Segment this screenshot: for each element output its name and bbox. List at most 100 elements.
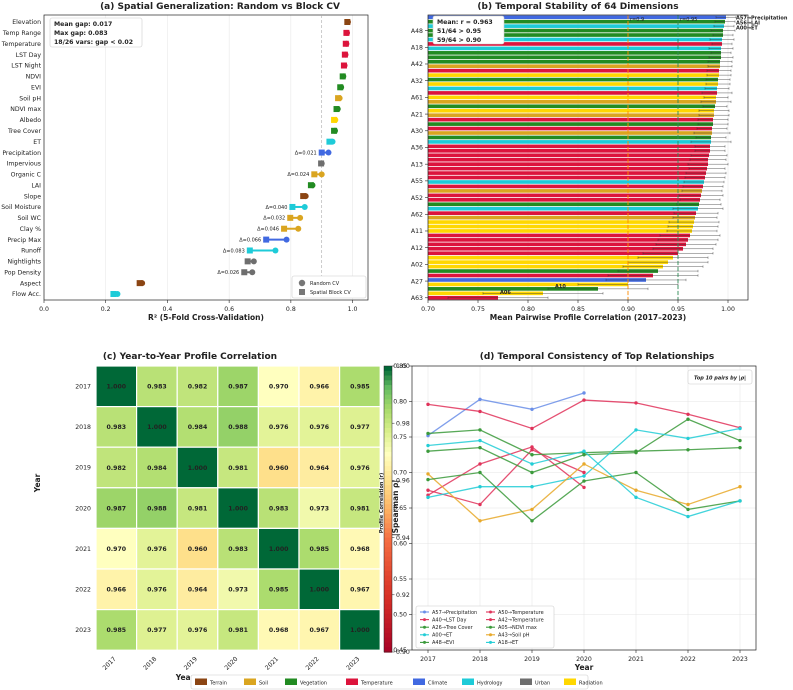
panel-c-cell-value: 0.960 <box>188 546 208 553</box>
panel-b-bar <box>428 246 683 251</box>
panel-d-series-point <box>582 449 586 453</box>
panel-b-bar <box>428 264 663 269</box>
panel-c-cell <box>136 608 178 651</box>
panel-c-cell <box>339 446 381 489</box>
panel-a-block-point <box>136 280 143 287</box>
panel-a-stat-3: 18/26 vars: gap < 0.02 <box>54 39 133 46</box>
panel-b-bar <box>428 15 726 20</box>
panel-c-ytick-label: 2023 <box>75 627 91 634</box>
panel-c-cell-value: 0.973 <box>310 505 330 512</box>
panel-a-block-point <box>342 40 349 47</box>
panel-d-legend-label: A00→ET <box>432 633 453 639</box>
panel-a-xtick-label: 1.0 <box>348 306 358 313</box>
panel-b-bar <box>428 51 721 55</box>
colorbar-segment <box>384 399 392 405</box>
colorbar-segment <box>384 451 392 458</box>
colorbar-segment <box>384 599 392 605</box>
panel-c-cell-value: 0.967 <box>310 627 330 634</box>
panel-a-block-point <box>331 127 338 134</box>
panel-d-series-point <box>686 412 690 416</box>
panel-b-bar <box>428 122 713 126</box>
panel-b-annotation-2: A56→LAI <box>736 21 760 27</box>
legend-block-label: Spatial Block CV <box>310 290 351 296</box>
colorbar-segment <box>384 418 392 424</box>
panel-b-ytick-label: A32 <box>411 78 423 85</box>
panel-a-block-point <box>241 269 248 276</box>
legend-random-label: Random CV <box>310 281 340 287</box>
panel-a-row-label: Clay % <box>20 226 41 233</box>
panel-d-series-point <box>478 438 482 443</box>
panel-b-bar <box>428 28 723 33</box>
panel-c-cell-value: 0.985 <box>350 384 370 391</box>
panel-a-block-point <box>339 73 346 80</box>
panel-a-row-label: LAI <box>31 182 41 189</box>
panel-a-row-label: Aspect <box>20 280 42 287</box>
colorbar-segment <box>384 447 392 453</box>
panel-a-random-point <box>301 203 308 210</box>
panel-c-cell-value: 0.985 <box>107 627 127 634</box>
panel-d-series-point <box>582 485 586 490</box>
colorbar-segment <box>384 542 392 548</box>
category-legend-swatch <box>285 678 297 685</box>
panel-c-cell-value: 0.987 <box>107 505 127 512</box>
panel-d-note: Top 10 pairs by |ρ| <box>694 376 746 382</box>
colorbar-segment <box>384 389 392 396</box>
panel-a-row-label: EVI <box>31 84 41 91</box>
panel-c-cell <box>298 527 341 570</box>
colorbar-segment <box>384 485 392 491</box>
panel-d-legend-label: A42→Temperature <box>498 617 544 623</box>
panel-a-row-label: Organic C <box>11 172 41 179</box>
panel-c-cell <box>176 608 219 651</box>
panel-a-row-label: LST Day <box>16 52 42 59</box>
panel-a-block-point <box>326 138 333 145</box>
panel-c-cell-value: 1.000 <box>350 627 370 634</box>
colorbar-segment <box>384 385 392 391</box>
panel-c-xtick-label: 2018 <box>142 656 158 672</box>
panel-d-legend-label: A43→Soil pH <box>498 633 530 639</box>
panel-c-cell-value: 0.983 <box>147 384 167 391</box>
panel-c-cell-value: 0.968 <box>269 627 289 634</box>
panel-d-legend-label: A50→Temperature <box>498 610 544 616</box>
panel-b-bar <box>428 59 720 64</box>
panel-b-stats-box <box>432 15 505 45</box>
panel-c-cell-value: 0.970 <box>269 384 289 391</box>
panel-a-title: (a) Spatial Generalization: Random vs Bl… <box>100 2 340 12</box>
category-legend-label: Hydrology <box>477 681 503 687</box>
colorbar-tick-label: 0.92 <box>396 592 410 599</box>
panel-c-cell-value: 0.985 <box>310 546 330 553</box>
panel-d-legend-dot <box>489 625 492 629</box>
panel-b-bar <box>428 104 715 109</box>
panel-c-cell-value: 0.983 <box>228 546 248 553</box>
panel-d-xtick-label: 2018 <box>472 656 488 663</box>
panel-a-gap-label: Δ=0.024 <box>287 172 309 178</box>
panel-a-block-point <box>318 160 325 167</box>
panel-c-cell <box>136 487 178 529</box>
panel-b-bar <box>428 148 710 153</box>
panel-a-random-point <box>297 214 304 221</box>
panel-a-random-point <box>295 225 302 232</box>
panel-d-legend-dot <box>423 625 426 629</box>
panel-c-cell-value: 0.964 <box>310 465 330 472</box>
panel-d-series-point <box>426 431 430 436</box>
panel-b-ytick-label: A13 <box>411 161 423 168</box>
panel-b-stat-3: 59/64 > 0.90 <box>437 37 482 44</box>
panel-b-bar <box>428 153 709 158</box>
panel-d-series-point <box>686 514 690 519</box>
panel-d-ytick-label: 0.50 <box>393 612 407 619</box>
panel-c-cell <box>339 608 381 651</box>
panel-a-block-point <box>344 19 351 25</box>
panel-a-row-label: Precipitation <box>2 150 41 157</box>
panel-c-cell-value: 0.981 <box>228 627 248 634</box>
colorbar-segment <box>384 489 392 496</box>
panel-a-legend-box <box>291 275 367 299</box>
colorbar-segment <box>384 423 392 429</box>
panel-c-ytick-label: 2020 <box>75 505 91 512</box>
panel-b-bar <box>428 82 718 86</box>
panel-c-cell <box>176 487 219 529</box>
panel-b-bar <box>428 282 628 287</box>
panel-d-legend-label: A40→LST Day <box>432 617 466 623</box>
category-legend-swatch <box>462 678 474 685</box>
panel-b-ytick-label: A12 <box>411 245 423 252</box>
panel-c-cell-value: 0.976 <box>350 465 370 472</box>
panel-b-bar <box>428 157 708 162</box>
